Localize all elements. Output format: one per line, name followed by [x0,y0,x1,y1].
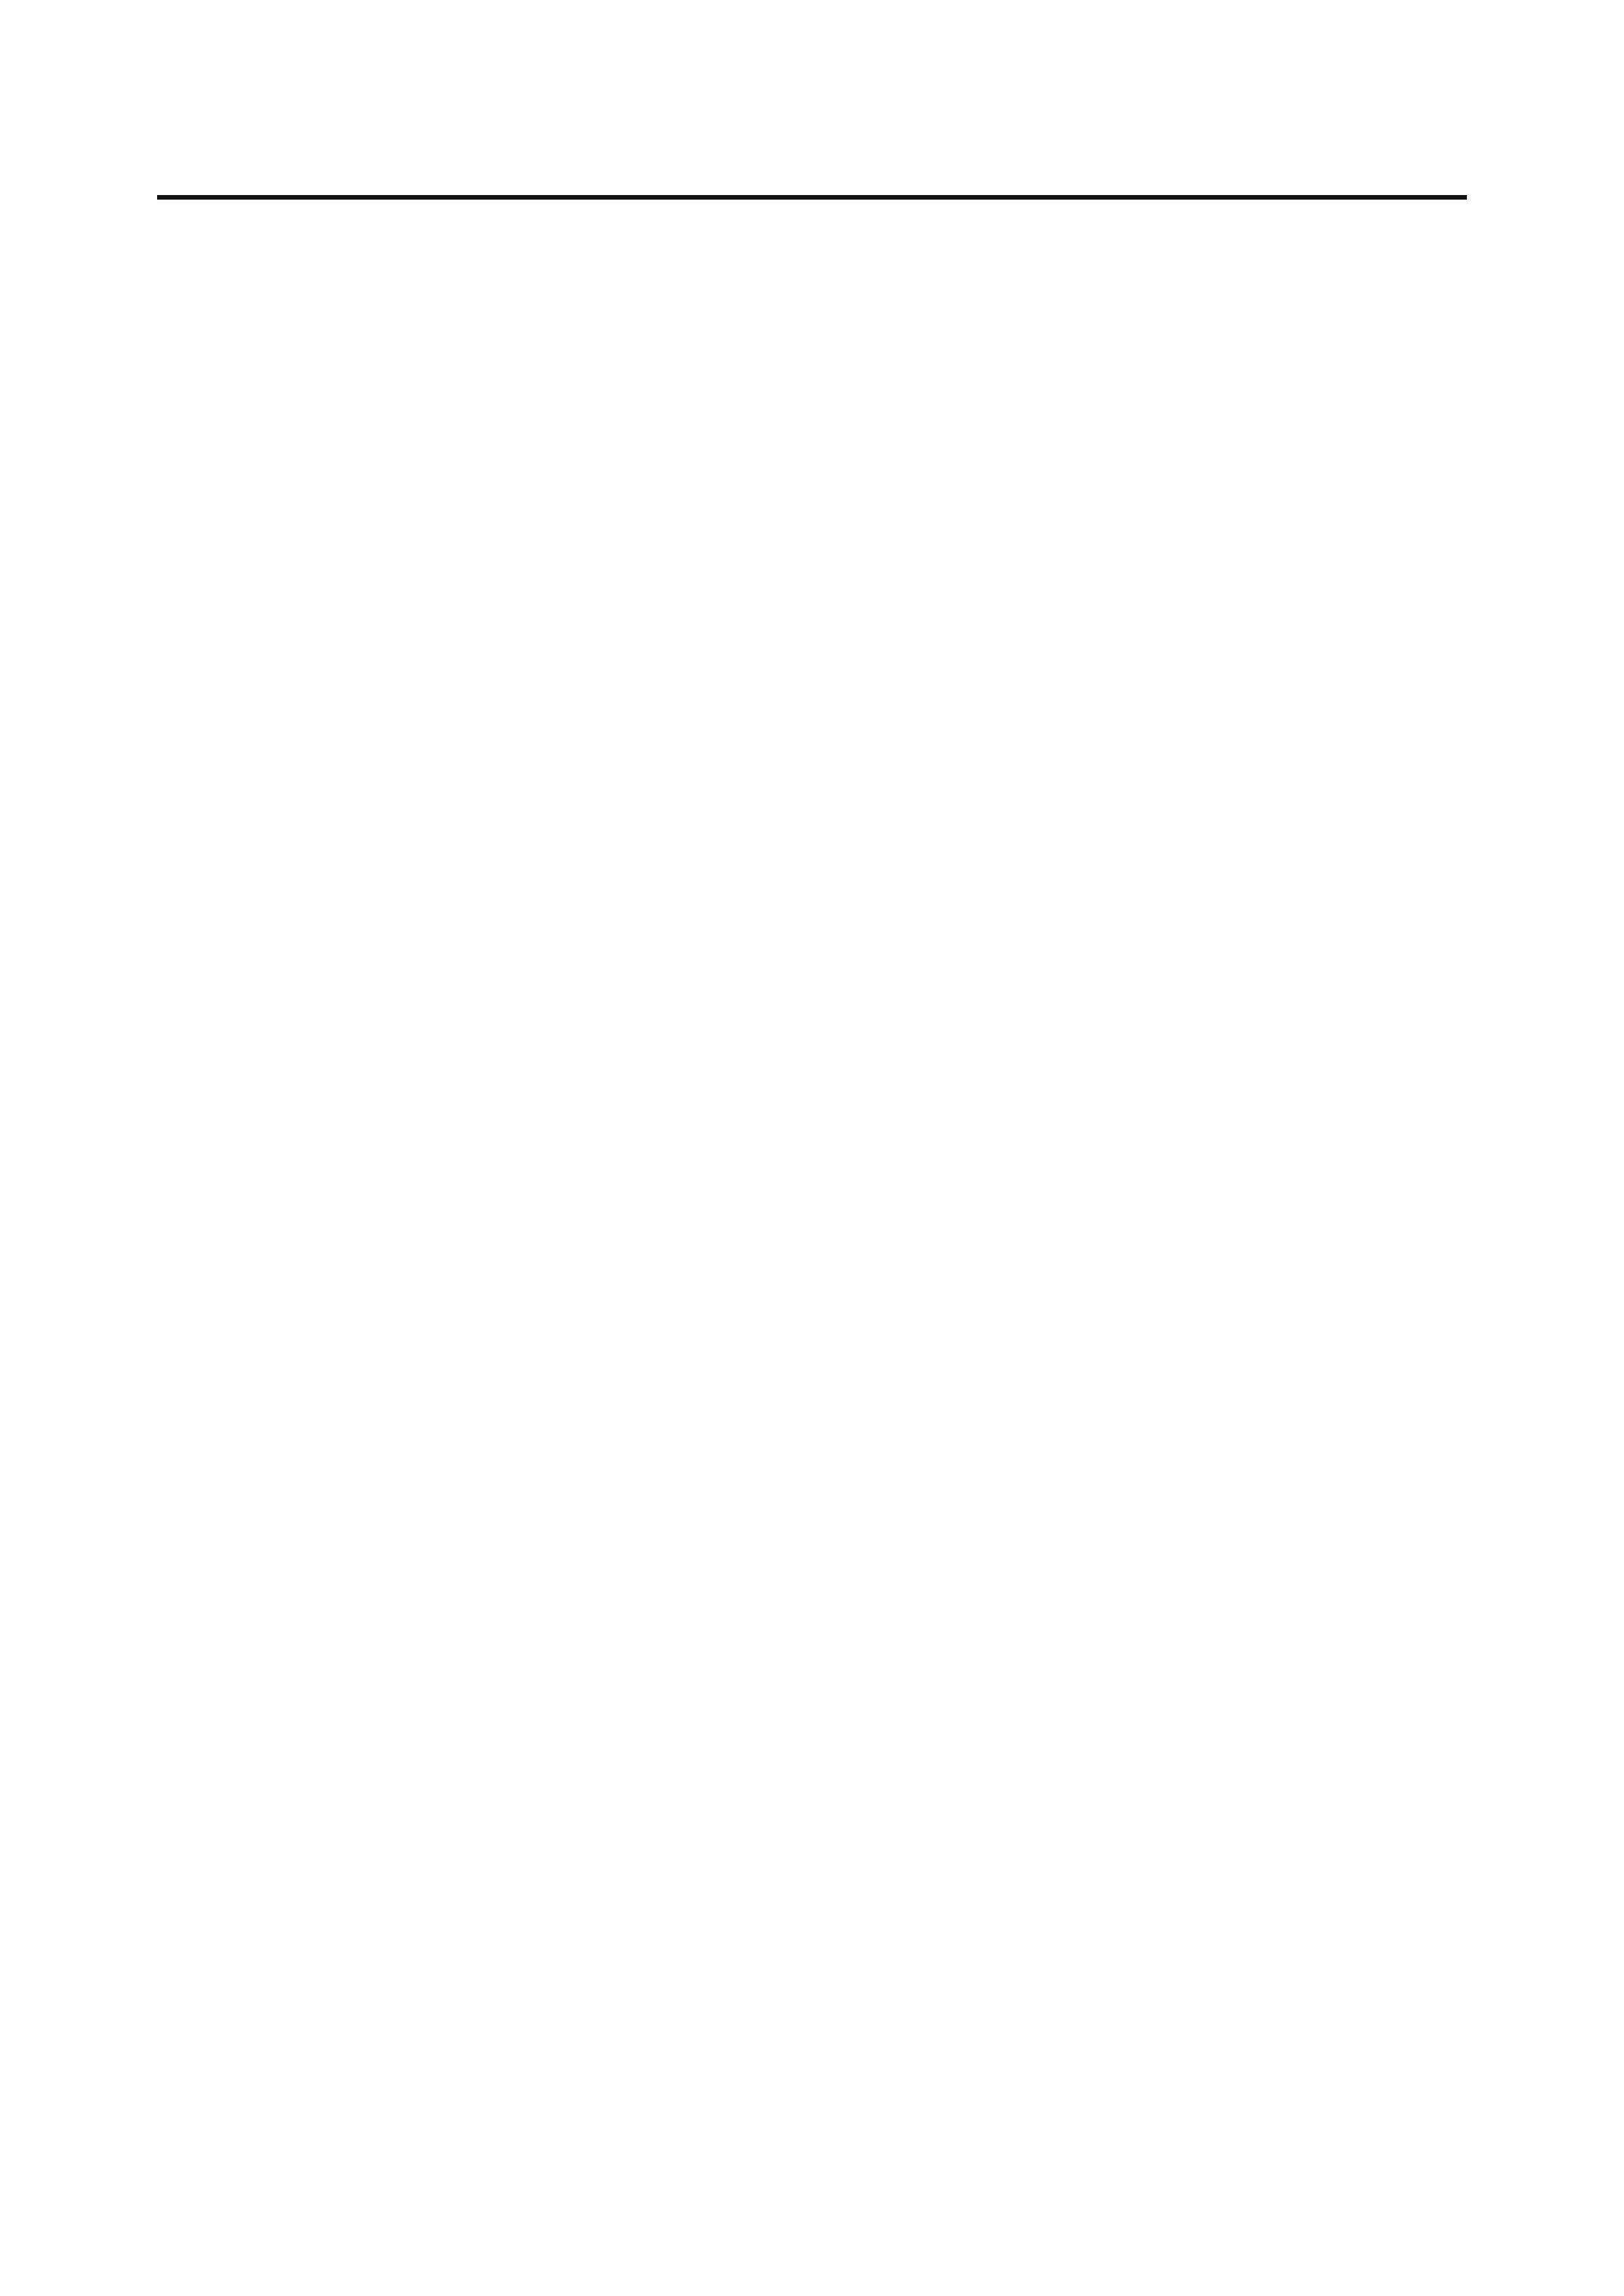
header-rule [157,195,1467,200]
fig8-caption-en-1 [187,871,198,902]
xrd-plot [190,370,746,789]
fig9-caption-zh [0,2054,1624,2086]
fig8-xrd-chart [190,370,746,791]
fig9-caption-en-1 [0,2098,1624,2130]
fig8-caption-zh-1 [187,789,198,819]
